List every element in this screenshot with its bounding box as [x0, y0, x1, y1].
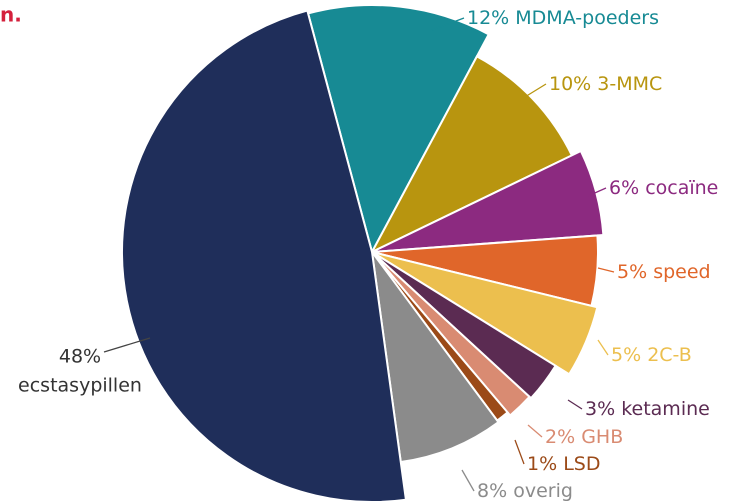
slice-label: 8% overig: [477, 480, 573, 502]
pie-slice: [371, 251, 557, 400]
value-label: 12%: [467, 7, 509, 29]
category-label: 2C-B: [647, 344, 692, 366]
pie-slice: [371, 251, 599, 376]
leader-line: [103, 337, 151, 353]
category-label: MDMA-poeders: [515, 7, 659, 29]
pie-slice: [306, 4, 491, 255]
value-label: 10%: [549, 73, 591, 95]
leader-line: [527, 424, 543, 438]
category-label: cocaïne: [645, 177, 718, 199]
category-label: 3-MMC: [597, 73, 662, 95]
category-label: GHB: [581, 426, 623, 448]
pie-slice: [371, 251, 500, 464]
category-label: ecstasypillen: [18, 375, 142, 397]
category-label: LSD: [563, 453, 600, 475]
slice-label: 5% speed: [617, 261, 711, 283]
value-label: 1%: [527, 453, 557, 475]
value-label: 48%: [59, 346, 101, 368]
leader-line: [431, 17, 465, 31]
slice-label: 5% 2C-B: [611, 344, 692, 366]
slice-label: 10% 3-MMC: [549, 73, 662, 95]
slice-label: 3% ketamine: [585, 398, 710, 420]
value-label: 5%: [611, 344, 641, 366]
leader-line: [567, 399, 583, 410]
pie-slice: [369, 54, 574, 255]
leader-line: [514, 439, 525, 465]
slice-label: 6% cocaïne: [609, 177, 718, 199]
value-label: 2%: [545, 426, 575, 448]
category-label: overig: [513, 480, 573, 502]
value-label: 3%: [585, 398, 615, 420]
value-label: 8%: [477, 480, 507, 502]
slice-label: 2% GHB: [545, 426, 623, 448]
leader-line: [519, 83, 547, 101]
leader-line: [461, 469, 475, 492]
category-label: ketamine: [621, 398, 710, 420]
slice-label: 12% MDMA-poeders: [467, 7, 659, 29]
value-label: 6%: [609, 177, 639, 199]
leader-line: [587, 187, 607, 197]
pie-slice: [121, 9, 408, 503]
slice-label: 1% LSD: [527, 453, 600, 475]
chart-title: n.: [0, 3, 22, 27]
value-label: 5%: [617, 261, 647, 283]
leader-line: [597, 267, 615, 273]
leader-line: [597, 339, 609, 356]
category-label: speed: [653, 261, 710, 283]
pie-slice: [371, 251, 531, 417]
